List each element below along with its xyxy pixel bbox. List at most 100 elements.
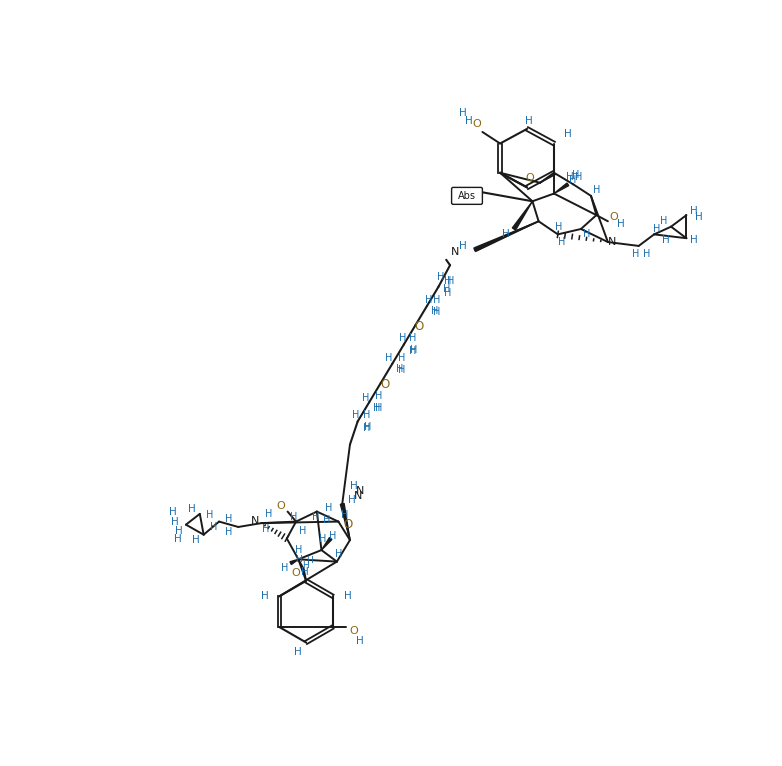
Text: H: H (171, 516, 179, 526)
Text: H: H (302, 561, 309, 570)
Text: H: H (643, 249, 650, 259)
Text: O: O (292, 568, 300, 578)
Text: O: O (380, 378, 389, 391)
Text: H: H (432, 307, 440, 317)
Text: H: H (265, 509, 273, 519)
Text: H: H (691, 206, 698, 216)
Text: H: H (411, 345, 418, 355)
Text: H: H (410, 345, 417, 355)
Text: H: H (399, 333, 406, 343)
Text: O: O (525, 173, 534, 183)
Text: H: H (558, 237, 565, 247)
Text: H: H (341, 510, 348, 520)
Text: H: H (525, 116, 533, 126)
Text: H: H (192, 535, 200, 545)
Text: H: H (335, 549, 342, 559)
Text: H: H (261, 524, 269, 534)
Text: H: H (459, 109, 467, 119)
Text: H: H (444, 288, 451, 298)
Text: H: H (224, 527, 232, 538)
Text: H: H (691, 234, 698, 245)
Text: H: H (660, 216, 667, 226)
Text: H: H (349, 495, 356, 505)
Polygon shape (321, 538, 332, 550)
Text: H: H (443, 284, 450, 294)
Text: H: H (410, 333, 417, 343)
Text: H: H (373, 403, 381, 413)
Text: H: H (175, 525, 183, 536)
Text: H: H (325, 502, 333, 512)
Text: H: H (188, 504, 196, 514)
Polygon shape (512, 201, 533, 230)
Text: N: N (608, 237, 616, 247)
Text: H: H (329, 531, 337, 542)
Text: H: H (350, 481, 357, 491)
Text: H: H (295, 545, 302, 555)
Text: H: H (356, 636, 364, 646)
Text: H: H (695, 211, 703, 221)
Text: H: H (459, 241, 467, 251)
Polygon shape (554, 183, 569, 194)
Text: H: H (431, 306, 439, 316)
Polygon shape (290, 559, 299, 565)
Text: H: H (565, 172, 573, 182)
Polygon shape (340, 503, 350, 540)
Text: H: H (375, 391, 382, 401)
Text: O: O (276, 501, 285, 511)
Text: H: H (398, 352, 405, 362)
Text: N: N (451, 247, 460, 257)
FancyBboxPatch shape (451, 188, 482, 205)
Text: H: H (319, 534, 327, 544)
Text: H: H (632, 249, 640, 259)
Text: H: H (437, 272, 444, 282)
Text: H: H (307, 555, 314, 565)
Text: H: H (555, 221, 562, 231)
Text: H: H (396, 364, 404, 374)
Text: O: O (414, 320, 424, 333)
Text: H: H (323, 515, 331, 525)
Text: H: H (432, 295, 440, 305)
Text: H: H (363, 411, 371, 421)
Text: H: H (569, 175, 576, 185)
Text: H: H (502, 229, 510, 239)
Text: H: H (206, 510, 213, 520)
Text: H: H (465, 116, 473, 126)
Text: O: O (610, 211, 619, 221)
Text: H: H (295, 555, 302, 564)
Text: H: H (564, 129, 572, 139)
Text: H: H (169, 506, 177, 516)
Text: H: H (662, 234, 669, 245)
Text: H: H (281, 563, 289, 573)
Text: H: H (398, 365, 405, 375)
Text: H: H (425, 295, 432, 305)
Text: H: H (210, 522, 217, 532)
Text: Abs: Abs (458, 191, 476, 201)
Text: H: H (593, 185, 600, 195)
Text: H: H (361, 394, 369, 404)
Text: H: H (575, 172, 583, 182)
Text: H: H (654, 224, 661, 234)
Text: H: H (364, 422, 371, 432)
Text: H: H (583, 229, 590, 239)
Text: H: H (385, 352, 392, 362)
Text: H: H (344, 591, 352, 601)
Text: H: H (572, 170, 579, 180)
Text: H: H (295, 647, 302, 656)
Text: H: H (444, 276, 451, 286)
Text: H: H (224, 514, 232, 524)
Text: H: H (363, 423, 371, 433)
Polygon shape (474, 221, 539, 251)
Text: H: H (617, 219, 625, 229)
Text: H: H (300, 567, 308, 577)
Text: H: H (290, 512, 297, 522)
Text: H: H (174, 534, 182, 544)
Text: N: N (251, 516, 260, 525)
Text: H: H (311, 512, 319, 522)
Text: H: H (375, 404, 382, 414)
Text: N: N (353, 491, 362, 501)
Text: H: H (299, 525, 306, 536)
Text: O: O (472, 119, 482, 129)
Text: O: O (350, 626, 358, 636)
Text: N: N (356, 486, 364, 496)
Text: H: H (353, 411, 360, 421)
